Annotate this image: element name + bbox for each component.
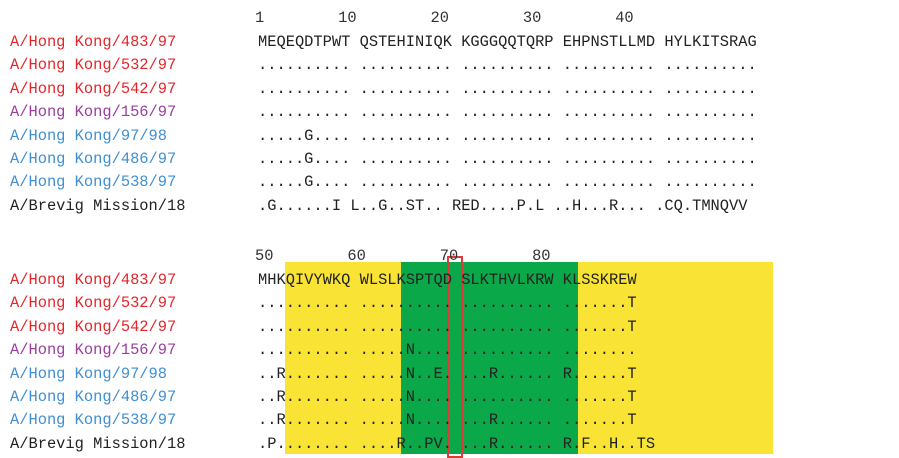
green-region-highlight — [401, 262, 578, 454]
sequence-row: .......... .......... .......... .......… — [258, 294, 637, 313]
sequence-row: .....G.... .......... .......... .......… — [258, 173, 757, 192]
sequence-row: MEQEQDTPWT QSTEHINIQK KGGGQQTQRP EHPNSTL… — [258, 33, 757, 51]
position-65-box — [447, 256, 463, 458]
strain-label: A/Hong Kong/97/98 — [10, 126, 168, 145]
sequence-row: ..R....... .....N.... ...R...... .......… — [258, 411, 637, 430]
strain-label: A/Hong Kong/542/97 — [10, 317, 177, 336]
ruler-numbers: 50 60 70 80 — [255, 247, 551, 265]
sequence-row: .......... .......... .......... .......… — [258, 79, 757, 98]
strain-label: A/Brevig Mission/18 — [10, 196, 186, 215]
strain-label: A/Brevig Mission/18 — [10, 434, 186, 453]
sequence-row: ..R....... .....N.... .......... .......… — [258, 388, 637, 406]
strain-label: A/Hong Kong/532/97 — [10, 56, 177, 75]
sequence-row: MHKQIVYWKQ WLSLKSPTQD SLKTHVLKRW KLSSKRE… — [258, 271, 637, 289]
sequence-row: .....G.... .......... .......... .......… — [258, 150, 757, 168]
sequence-row: ..R....... .....N..E. ...R...... R......… — [258, 364, 637, 383]
strain-label: A/Hong Kong/156/97 — [10, 341, 177, 360]
sequence-row: .P........ ....R..PV. ...R...... R.F..H.… — [258, 434, 656, 453]
ruler-numbers: 1 10 20 30 40 — [255, 9, 634, 27]
strain-label: A/Hong Kong/538/97 — [10, 173, 177, 192]
strain-label: A/Hong Kong/97/98 — [10, 364, 168, 383]
strain-label: A/Hong Kong/156/97 — [10, 103, 177, 122]
strain-label: A/Hong Kong/542/97 — [10, 79, 177, 98]
strain-label: A/Hong Kong/486/97 — [10, 388, 177, 406]
strain-label: A/Hong Kong/483/97 — [10, 33, 177, 51]
sequence-row: .......... .......... .......... .......… — [258, 56, 757, 75]
strain-label: A/Hong Kong/538/97 — [10, 411, 177, 430]
sequence-row: .......... .....N.... .......... .......… — [258, 341, 637, 360]
strain-label: A/Hong Kong/486/97 — [10, 150, 177, 168]
strain-label: A/Hong Kong/483/97 — [10, 271, 177, 289]
sequence-row: .G......I L..G..ST.. RED....P.L ..H...R.… — [258, 196, 748, 215]
sequence-row: .......... .......... .......... .......… — [258, 103, 757, 122]
sequence-row: .....G.... .......... .......... .......… — [258, 126, 757, 145]
strain-label: A/Hong Kong/532/97 — [10, 294, 177, 313]
sequence-row: .......... .......... .......... .......… — [258, 317, 637, 336]
